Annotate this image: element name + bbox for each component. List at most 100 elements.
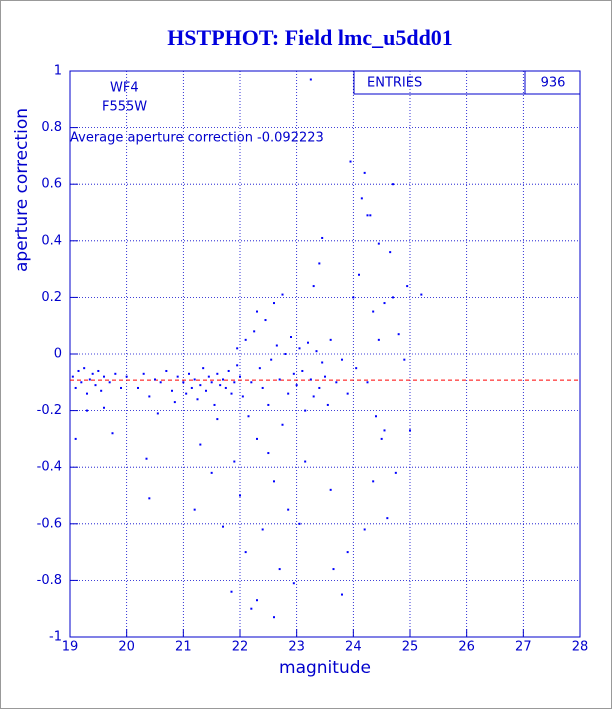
point (389, 251, 392, 254)
point (335, 381, 338, 384)
point (304, 460, 307, 463)
point (369, 214, 372, 217)
point (298, 347, 301, 350)
y-tick-label: -0.4 (37, 460, 62, 475)
stats-value: 936 (541, 76, 566, 91)
point (193, 508, 196, 511)
point (329, 338, 332, 341)
point (321, 361, 324, 364)
y-tick-label: 0.6 (41, 177, 62, 192)
point (258, 367, 261, 370)
point (250, 607, 253, 610)
point (290, 336, 292, 339)
point (148, 395, 151, 398)
point (366, 214, 369, 217)
point (304, 409, 307, 412)
point (273, 480, 275, 483)
point (199, 384, 202, 387)
point (77, 369, 80, 372)
point (103, 375, 105, 378)
point (94, 384, 97, 387)
x-tick-label: 23 (288, 640, 305, 655)
point (309, 378, 312, 381)
point (199, 443, 202, 446)
point (222, 525, 224, 528)
chart-title: HSTPHOT: Field lmc_u5dd01 (167, 25, 453, 50)
point (230, 392, 233, 395)
point (383, 429, 386, 432)
point (165, 369, 168, 372)
point (233, 460, 236, 463)
point (71, 375, 74, 378)
point (176, 375, 179, 378)
point (321, 236, 324, 239)
point (326, 403, 329, 406)
point (352, 296, 355, 299)
point (86, 409, 88, 412)
point (216, 372, 219, 375)
point (91, 372, 94, 375)
stats-label: ENTRIES (367, 76, 422, 91)
point (372, 480, 375, 483)
x-tick-label: 20 (118, 640, 135, 655)
point (301, 369, 304, 372)
point (236, 347, 239, 350)
point (256, 310, 258, 313)
point (210, 381, 213, 384)
point (230, 590, 233, 593)
x-tick-label: 27 (515, 640, 532, 655)
point (298, 522, 301, 525)
x-axis-label: magnitude (279, 658, 371, 678)
point (224, 386, 227, 389)
point (83, 367, 86, 370)
point (278, 378, 281, 381)
point (156, 412, 159, 415)
point (86, 392, 88, 395)
point (264, 319, 267, 322)
x-tick-label: 19 (62, 640, 79, 655)
point (125, 375, 128, 378)
point (261, 386, 264, 389)
point (281, 293, 284, 296)
point (256, 437, 258, 440)
point (275, 344, 278, 347)
y-tick-label: 0 (54, 347, 62, 362)
point (205, 389, 207, 392)
y-tick-label: 0.4 (41, 233, 62, 248)
point (188, 372, 190, 375)
point (346, 392, 349, 395)
point (108, 381, 111, 384)
point (341, 593, 343, 596)
annotation: Average aperture correction -0.092223 (70, 131, 324, 146)
y-axis-label: aperture correction (12, 108, 32, 272)
point (394, 471, 397, 474)
point (360, 197, 363, 200)
point (190, 386, 193, 389)
point (315, 350, 318, 353)
point (386, 517, 389, 520)
point (372, 310, 375, 313)
point (137, 386, 139, 389)
point (420, 293, 423, 296)
point (312, 395, 315, 398)
annotation: F555W (102, 100, 147, 115)
point (80, 381, 83, 384)
point (363, 171, 366, 174)
point (182, 381, 185, 384)
point (154, 378, 156, 381)
point (216, 418, 219, 421)
point (267, 403, 270, 406)
point (239, 494, 241, 497)
point (173, 401, 176, 404)
point (256, 599, 258, 602)
y-tick-label: 0.2 (41, 290, 62, 305)
point (219, 384, 222, 387)
y-tick-label: -1 (49, 630, 62, 645)
point (278, 568, 281, 571)
point (318, 386, 321, 389)
point (392, 183, 394, 186)
point (309, 78, 312, 81)
y-tick-label: 0.8 (41, 120, 62, 135)
point (100, 389, 103, 392)
y-tick-label: 1 (54, 64, 62, 79)
